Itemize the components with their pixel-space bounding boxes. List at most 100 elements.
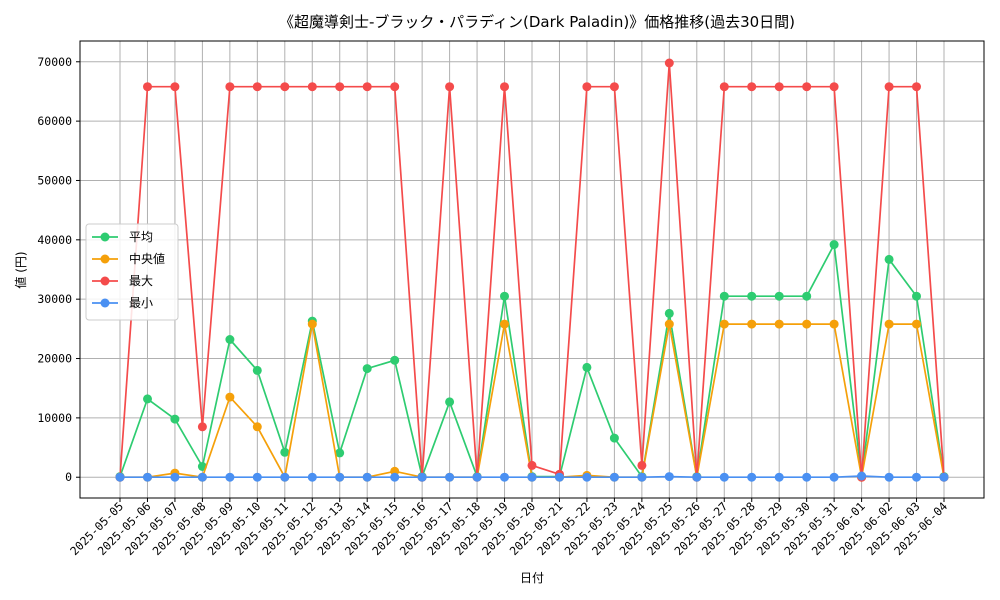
data-point <box>637 460 647 470</box>
data-point <box>225 82 235 92</box>
data-point <box>582 472 592 482</box>
series-layer <box>115 58 949 482</box>
data-point <box>362 364 372 374</box>
data-point <box>527 460 537 470</box>
data-point <box>170 414 180 424</box>
data-point <box>747 472 757 482</box>
data-point <box>912 472 921 482</box>
data-point <box>637 472 647 482</box>
data-point <box>252 472 262 482</box>
data-point <box>252 82 262 92</box>
data-point <box>609 82 619 92</box>
data-point <box>884 254 894 264</box>
chart-title: 《超魔導剣士-ブラック・パラディン(Dark Paladin)》価格推移(過去3… <box>279 13 795 31</box>
y-axis-label: 値 (円) <box>13 251 28 288</box>
data-point <box>445 397 455 407</box>
data-point <box>664 58 674 68</box>
legend-label: 最大 <box>129 274 153 288</box>
data-point <box>225 392 235 402</box>
legend-swatch-marker <box>100 254 110 264</box>
plot-frame <box>79 40 985 499</box>
data-point <box>692 472 702 482</box>
data-point <box>664 308 674 318</box>
data-point <box>609 433 619 443</box>
data-point <box>829 472 839 482</box>
data-point <box>252 365 262 375</box>
data-point <box>774 472 784 482</box>
data-point <box>939 472 949 482</box>
data-point <box>884 82 894 92</box>
data-point <box>719 82 729 92</box>
data-point <box>500 472 509 482</box>
data-point <box>445 472 455 482</box>
y-tick-label: 0 <box>65 470 72 484</box>
data-point <box>555 472 564 482</box>
data-point <box>582 362 592 372</box>
data-point <box>829 82 839 92</box>
data-point <box>857 471 867 481</box>
y-tick-label: 20000 <box>37 352 72 366</box>
data-point <box>500 319 509 329</box>
legend-label: 平均 <box>129 230 153 244</box>
data-point <box>390 82 400 92</box>
data-point <box>225 335 235 344</box>
data-point <box>225 472 235 482</box>
data-point <box>307 82 317 92</box>
data-point <box>664 319 674 329</box>
y-tick-label: 60000 <box>37 114 72 128</box>
data-point <box>802 82 812 92</box>
data-point <box>362 472 372 482</box>
data-point <box>747 291 757 301</box>
data-point <box>719 291 729 301</box>
data-point <box>197 422 207 432</box>
legend-label: 最小 <box>129 296 153 310</box>
data-point <box>912 291 921 301</box>
data-point <box>719 319 729 329</box>
data-point <box>143 472 152 482</box>
data-point <box>500 291 509 301</box>
data-point <box>335 448 345 458</box>
data-point <box>307 319 317 329</box>
data-point <box>472 472 482 482</box>
data-point <box>747 82 757 92</box>
data-point <box>912 82 921 92</box>
legend-swatch-marker <box>100 232 110 242</box>
data-point <box>115 472 125 482</box>
data-point <box>445 82 455 92</box>
data-point <box>829 240 839 250</box>
data-point <box>802 291 812 301</box>
y-tick-label: 10000 <box>37 411 72 425</box>
data-point <box>884 472 894 482</box>
data-point <box>774 291 784 301</box>
data-point <box>802 472 812 482</box>
y-tick-label: 40000 <box>37 233 72 247</box>
data-point <box>390 355 400 365</box>
data-point <box>197 472 207 482</box>
y-axis: 0 10000 20000 30000 40000 50000 60000 70000 <box>37 55 80 484</box>
data-point <box>774 319 784 329</box>
data-point <box>335 82 345 92</box>
data-point <box>307 472 317 482</box>
data-point <box>609 472 619 482</box>
data-point <box>500 82 509 92</box>
data-point <box>170 82 180 92</box>
data-point <box>362 82 372 92</box>
data-point <box>582 82 592 92</box>
data-point <box>774 82 784 92</box>
y-tick-label: 30000 <box>37 292 72 306</box>
y-tick-label: 50000 <box>37 173 72 187</box>
data-point <box>335 472 345 482</box>
data-point <box>802 319 812 329</box>
data-point <box>747 319 757 329</box>
data-point <box>664 472 674 482</box>
data-point <box>143 394 152 404</box>
data-point <box>912 319 921 329</box>
data-point <box>280 82 290 92</box>
data-point <box>280 472 290 482</box>
data-point <box>829 319 839 329</box>
data-point <box>252 422 262 432</box>
legend-box <box>85 223 179 321</box>
data-point <box>280 447 290 457</box>
